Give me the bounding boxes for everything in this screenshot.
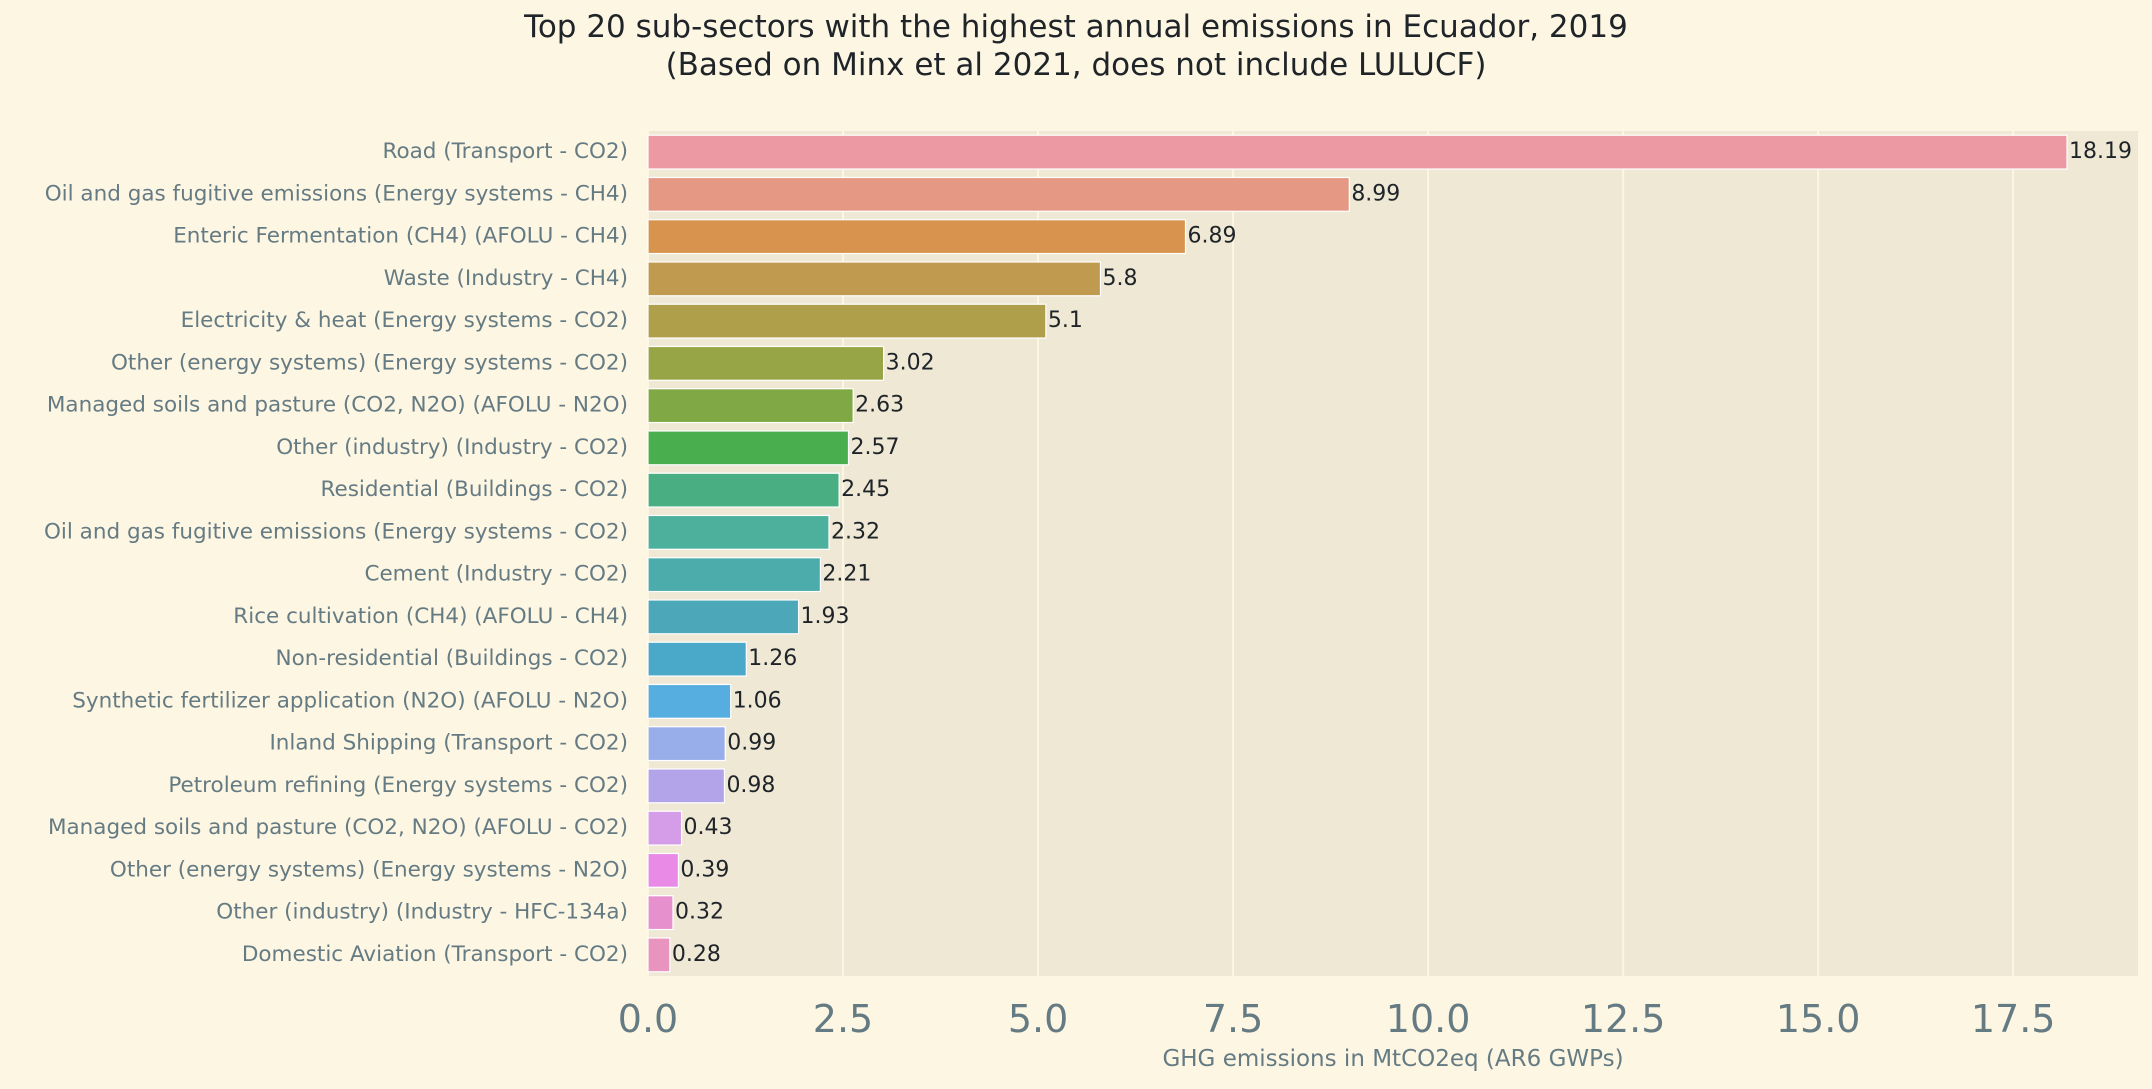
data-label: 2.45 xyxy=(841,477,890,502)
bar xyxy=(647,388,854,424)
x-tick-label: 12.5 xyxy=(1581,997,1666,1041)
y-tick-label: Petroleum refining (Energy systems - CO2… xyxy=(168,773,628,798)
plot-area-background xyxy=(648,131,2138,976)
bar xyxy=(647,810,683,846)
bar xyxy=(647,134,2068,170)
y-tick-label: Enteric Fermentation (CH4) (AFOLU - CH4) xyxy=(173,224,628,249)
data-label: 0.28 xyxy=(672,942,721,967)
data-label: 5.8 xyxy=(1102,266,1137,291)
bar xyxy=(647,726,726,762)
data-label: 0.32 xyxy=(675,900,724,925)
bar xyxy=(647,937,671,973)
data-label: 2.63 xyxy=(855,393,904,418)
x-tick-label: 2.5 xyxy=(813,997,873,1041)
data-label: 2.32 xyxy=(831,519,880,544)
bar xyxy=(647,599,800,635)
chart-title: Top 20 sub-sectors with the highest annu… xyxy=(524,9,1628,45)
y-tick-label: Oil and gas fugitive emissions (Energy s… xyxy=(44,519,628,544)
data-label: 1.06 xyxy=(733,688,782,713)
x-tick-label: 10.0 xyxy=(1386,997,1471,1041)
y-tick-label: Managed soils and pasture (CO2, N2O) (AF… xyxy=(48,815,628,840)
data-label: 18.19 xyxy=(2069,139,2132,164)
bar xyxy=(647,345,885,381)
chart-title-block: Top 20 sub-sectors with the highest annu… xyxy=(0,8,2152,84)
data-label: 2.57 xyxy=(850,435,899,460)
data-label: 2.21 xyxy=(822,562,871,587)
data-label: 0.99 xyxy=(727,731,776,756)
y-tick-label: Residential (Buildings - CO2) xyxy=(321,477,629,502)
y-tick-label: Other (industry) (Industry - CO2) xyxy=(276,435,628,460)
y-tick-label: Other (energy systems) (Energy systems -… xyxy=(111,350,628,375)
data-label: 1.26 xyxy=(748,646,797,671)
bar xyxy=(647,303,1047,339)
y-tick-label: Road (Transport - CO2) xyxy=(383,139,629,164)
data-label: 1.93 xyxy=(801,604,850,629)
y-tick-label: Cement (Industry - CO2) xyxy=(364,562,628,587)
data-label: 6.89 xyxy=(1187,224,1236,249)
data-label: 8.99 xyxy=(1351,181,1400,206)
data-label: 0.43 xyxy=(684,815,733,840)
x-tick-label: 7.5 xyxy=(1203,997,1263,1041)
y-tick-label: Non-residential (Buildings - CO2) xyxy=(275,646,628,671)
y-tick-label: Other (industry) (Industry - HFC-134a) xyxy=(216,900,628,925)
bar xyxy=(647,261,1102,297)
y-tick-label: Domestic Aviation (Transport - CO2) xyxy=(242,942,628,967)
data-label: 0.39 xyxy=(680,857,729,882)
bar xyxy=(647,683,732,719)
y-tick-label: Inland Shipping (Transport - CO2) xyxy=(269,731,628,756)
data-label: 5.1 xyxy=(1048,308,1083,333)
data-label: 3.02 xyxy=(886,350,935,375)
bar xyxy=(647,852,680,888)
bar xyxy=(647,219,1187,255)
y-tick-label: Electricity & heat (Energy systems - CO2… xyxy=(181,308,628,333)
y-tick-label: Managed soils and pasture (CO2, N2O) (AF… xyxy=(47,393,628,418)
bar xyxy=(647,768,726,804)
y-tick-label: Other (energy systems) (Energy systems -… xyxy=(110,857,628,882)
x-tick-label: 5.0 xyxy=(1008,997,1068,1041)
y-tick-label: Rice cultivation (CH4) (AFOLU - CH4) xyxy=(233,604,628,629)
y-tick-label: Oil and gas fugitive emissions (Energy s… xyxy=(45,181,628,206)
bar xyxy=(647,430,850,466)
y-tick-label: Waste (Industry - CH4) xyxy=(384,266,628,291)
bar xyxy=(647,176,1350,212)
x-tick-label: 0.0 xyxy=(618,997,678,1041)
x-axis-label: GHG emissions in MtCO2eq (AR6 GWPs) xyxy=(1162,1046,1623,1072)
chart-subtitle: (Based on Minx et al 2021, does not incl… xyxy=(665,47,1487,83)
bar xyxy=(647,514,830,550)
bar xyxy=(647,641,747,677)
bar xyxy=(647,557,822,593)
x-tick-label: 15.0 xyxy=(1776,997,1861,1041)
bar xyxy=(647,472,840,508)
y-tick-label: Synthetic fertilizer application (N2O) (… xyxy=(72,688,628,713)
x-tick-label: 17.5 xyxy=(1971,997,2056,1041)
data-label: 0.98 xyxy=(726,773,775,798)
bar xyxy=(647,895,674,931)
